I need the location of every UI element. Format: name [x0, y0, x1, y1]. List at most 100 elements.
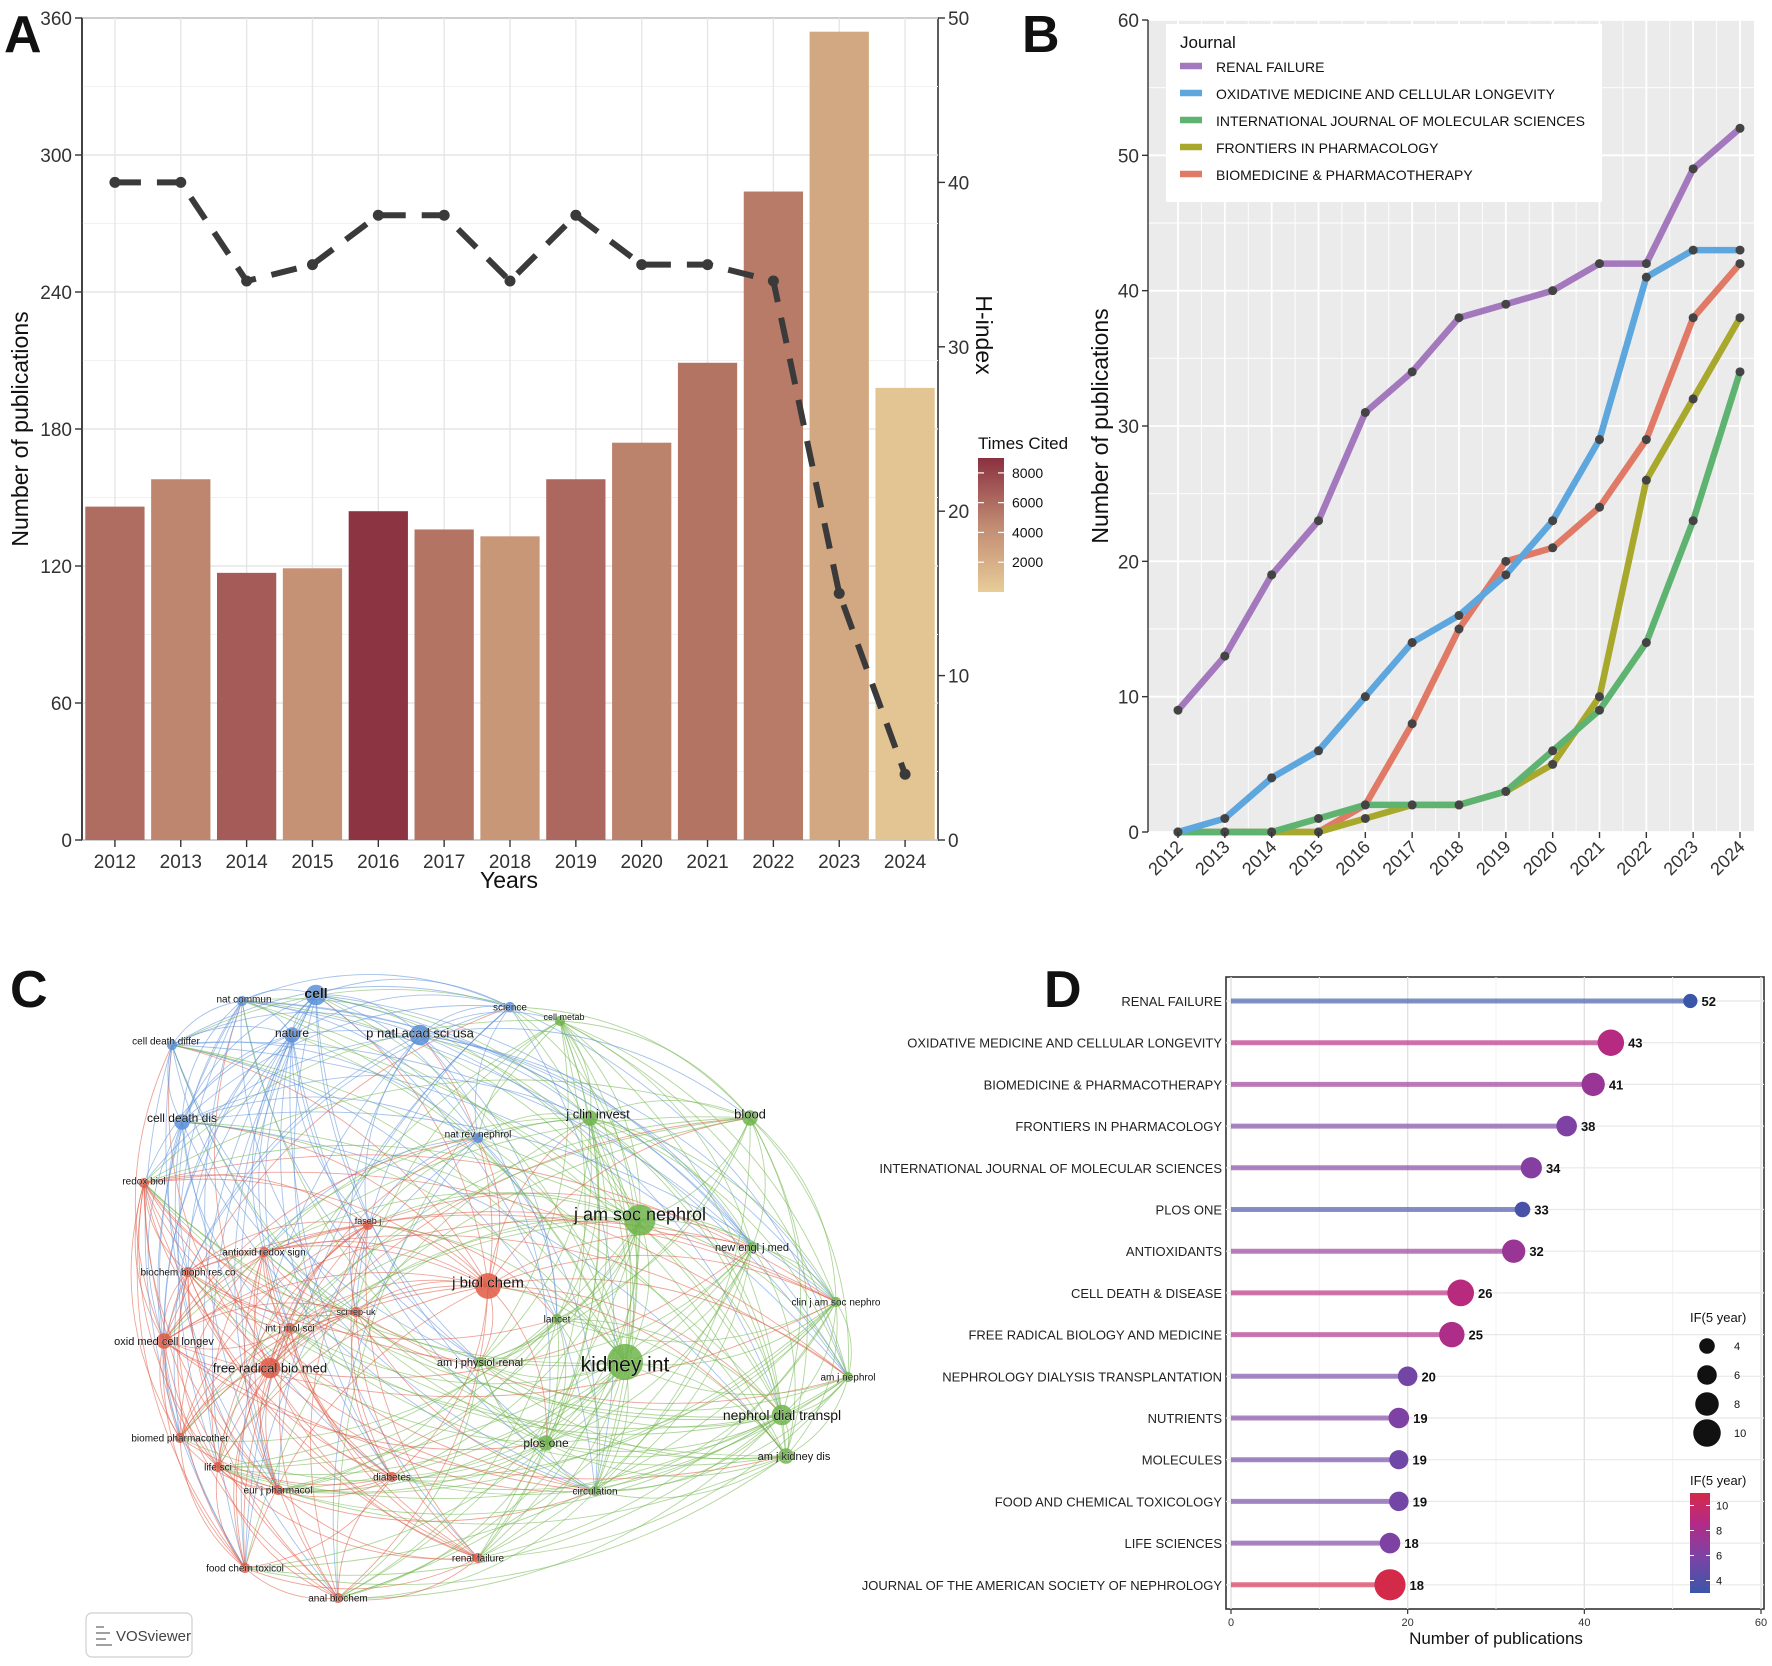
network-edge [509, 1006, 751, 1119]
lollipop-dot [1447, 1279, 1475, 1307]
network-edge [594, 1414, 783, 1492]
series-point [1548, 746, 1558, 756]
network-edge [749, 1117, 837, 1303]
series-point [1360, 407, 1370, 417]
panel-d-xtick-label: 40 [1578, 1617, 1590, 1629]
network-edge [181, 1121, 291, 1329]
series-point [1548, 516, 1558, 526]
network-node-label: am j kidney dis [758, 1451, 831, 1463]
lollipop-dot [1556, 1115, 1577, 1137]
lollipop-dot [1683, 993, 1698, 1009]
lollipop-dot [1520, 1157, 1542, 1179]
network-edge [785, 1376, 849, 1457]
network-edge [181, 1111, 837, 1303]
legend-label: BIOMEDICINE & PHARMACOTHERAPY [1216, 167, 1473, 183]
h-index-point-2021 [702, 259, 714, 271]
network-edge [244, 1455, 787, 1586]
network-edge [163, 1137, 479, 1342]
network-edge [259, 1367, 279, 1491]
network-edge [217, 1285, 489, 1468]
times-cited-legend-ticks: 8000 6000 4000 2000 [978, 465, 1043, 570]
network-nodes: cell nat commun science cell metab cell deat… [114, 984, 881, 1605]
network-node-am-j-nephrol: am j nephrol [820, 1371, 876, 1384]
panel-a-label: A [4, 6, 42, 64]
network-edge [143, 1182, 339, 1599]
lollipop-value-label: 43 [1628, 1036, 1642, 1051]
network-edge [269, 1367, 393, 1478]
network-edge [269, 1367, 479, 1559]
network-edge [277, 1476, 393, 1498]
network-edge [171, 1041, 479, 1139]
panel-a-ytick-label: 120 [40, 557, 72, 578]
network-edge [187, 1271, 558, 1340]
network-edge [143, 1174, 369, 1226]
network-node-circle [778, 1448, 794, 1464]
network-edge [589, 1117, 753, 1248]
network-edge [639, 1219, 783, 1416]
network-edge [310, 1224, 369, 1599]
network-edge [479, 1246, 753, 1363]
network-node-oxid-med-cell-longev: oxid med cell longev [114, 1333, 215, 1349]
panel-b-ytick-label: 20 [1118, 552, 1139, 573]
network-edge [244, 1285, 489, 1569]
series-point [1454, 800, 1464, 810]
network-edge [263, 1211, 837, 1303]
network-edge [163, 1302, 357, 1342]
network-edge [138, 1182, 219, 1468]
network-edge [289, 1327, 787, 1466]
panel-a-xtick-label: 2015 [291, 852, 333, 873]
network-edge [559, 1020, 592, 1119]
panel-d-xlabel: Number of publications [1409, 1629, 1583, 1648]
network-edge [289, 1310, 357, 1329]
if-colorbar-tick-label: 6 [1716, 1551, 1722, 1563]
network-edge [589, 1117, 849, 1378]
network-edge [241, 1000, 837, 1303]
network-edge [594, 1376, 849, 1492]
panel-a-ytick-label: 0 [61, 831, 72, 852]
network-node-cell: cell [304, 984, 328, 1006]
if-colorbar-tick-label: 8 [1716, 1526, 1722, 1538]
network-edge [235, 1327, 291, 1569]
lollipop-value-label: 33 [1534, 1203, 1548, 1218]
lollipop-dot [1379, 1532, 1401, 1554]
panel-a-axes: 0 60 120 180 240 300 360 0 10 20 30 40 50 2012 2013 201… [40, 9, 969, 873]
network-edge [251, 1034, 293, 1253]
if-colorbar-tick-label: 10 [1716, 1501, 1728, 1513]
series-point [1548, 759, 1558, 769]
network-edge [367, 1192, 753, 1248]
lollipop-value-label: 18 [1404, 1536, 1418, 1551]
panel-d-size-legend: IF(5 year) 4 6 8 10 [1690, 1310, 1746, 1447]
h-index-point-2017 [438, 209, 450, 221]
publication-bar-2015 [282, 568, 343, 840]
series-point [1688, 313, 1698, 323]
series-point [1595, 435, 1604, 445]
series-point [1735, 367, 1745, 377]
lollipop-dot [1514, 1201, 1531, 1218]
network-node-circle [305, 984, 327, 1006]
panel-a-h-index-line [109, 176, 911, 780]
network-edge [624, 1301, 837, 1366]
network-edge [624, 1361, 849, 1396]
network-node-label: oxid med cell longev [114, 1336, 214, 1348]
series-point [1454, 624, 1464, 634]
network-edge [163, 1272, 489, 1342]
series-point [1314, 813, 1323, 823]
series-point [1548, 286, 1558, 296]
network-node-circle [258, 1246, 270, 1258]
network-edge [545, 1219, 641, 1444]
network-edge [171, 1000, 243, 1046]
panel-a-xtick-label: 2023 [818, 852, 860, 873]
network-node-circle [362, 1219, 374, 1231]
network-node-circle [472, 1552, 484, 1564]
panel-b-xtick-label: 2013 [1191, 837, 1233, 879]
network-edge [143, 1182, 626, 1364]
network-node-sci-rep-uk: sci rep-uk [336, 1306, 376, 1317]
network-edge [364, 1034, 421, 1226]
lollipop-category-label: INTERNATIONAL JOURNAL OF MOLECULAR SCIEN… [879, 1161, 1222, 1176]
size-legend-label: 10 [1734, 1428, 1746, 1440]
network-node-circle [551, 1313, 563, 1325]
network-node-label: science [493, 1003, 527, 1014]
network-edge [477, 1301, 837, 1559]
